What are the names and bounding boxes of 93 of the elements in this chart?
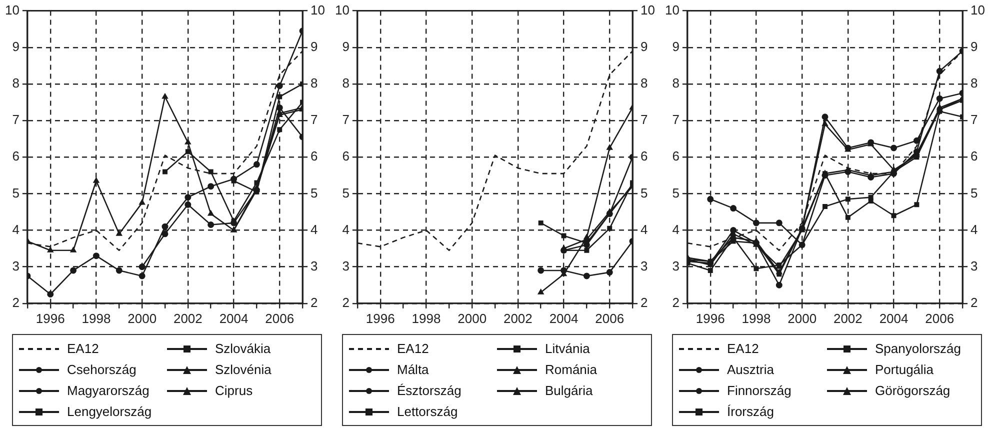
legend-label: Szlovénia <box>215 362 272 377</box>
y-tick-label: 9 <box>672 38 680 54</box>
legend-label: Szlovákia <box>215 341 271 356</box>
x-tick-label: 2000 <box>788 310 817 326</box>
y2-tick-label: 3 <box>310 258 318 274</box>
legend-label: Görögország <box>875 383 950 398</box>
y2-tick-label: 7 <box>640 112 648 128</box>
legend-label: Lengyelország <box>67 404 152 419</box>
legend-label: Románia <box>545 362 598 377</box>
y2-tick-label: 9 <box>640 38 648 54</box>
y-tick-label: 8 <box>12 76 20 91</box>
y-tick-label: 6 <box>672 148 680 164</box>
y2-tick-label: 7 <box>970 112 978 128</box>
y-tick-label: 9 <box>12 38 20 54</box>
legend-label: Spanyolország <box>875 341 961 356</box>
x-tick-label: 2000 <box>458 310 487 326</box>
legend-label: Finnország <box>727 383 792 398</box>
y2-tick-label: 2 <box>310 294 318 310</box>
y2-tick-label: 5 <box>310 185 318 200</box>
x-tick-label: 1996 <box>36 310 65 326</box>
y2-tick-label: 4 <box>310 222 318 237</box>
y2-tick-label: 6 <box>640 148 648 164</box>
x-tick-label: 1998 <box>412 310 441 326</box>
y-tick-label: 5 <box>342 185 350 200</box>
y2-tick-label: 6 <box>970 148 978 164</box>
x-tick-label: 2000 <box>128 310 157 326</box>
y2-tick-label: 10 <box>970 2 986 18</box>
y2-tick-label: 9 <box>310 38 318 54</box>
y-tick-label: 10 <box>4 2 20 18</box>
y-tick-label: 7 <box>12 112 20 128</box>
y2-tick-label: 8 <box>310 76 318 91</box>
legend-label: Írország <box>727 404 774 419</box>
x-tick-label: 1996 <box>366 310 395 326</box>
y-tick-label: 2 <box>672 294 680 310</box>
y-tick-label: 7 <box>672 112 680 128</box>
y-tick-label: 4 <box>12 222 20 237</box>
y-tick-label: 9 <box>342 38 350 54</box>
legend-label: Litvánia <box>545 341 590 356</box>
y-tick-label: 7 <box>342 112 350 128</box>
y2-tick-label: 10 <box>640 2 656 18</box>
x-tick-label: 1998 <box>742 310 771 326</box>
y2-tick-label: 4 <box>970 222 978 237</box>
legend-label: Észtország <box>397 383 462 398</box>
y2-tick-label: 10 <box>310 2 326 18</box>
y2-tick-label: 3 <box>640 258 648 274</box>
legend-label: Bulgária <box>545 383 593 398</box>
x-tick-label: 2006 <box>925 310 954 326</box>
y-tick-label: 10 <box>334 2 350 18</box>
y2-tick-label: 7 <box>310 112 318 128</box>
y-tick-label: 4 <box>342 222 350 237</box>
x-tick-label: 1998 <box>82 310 111 326</box>
y-tick-label: 3 <box>12 258 20 274</box>
y2-tick-label: 9 <box>970 38 978 54</box>
legend-label: Ciprus <box>215 383 253 398</box>
legend-label: Lettország <box>397 404 458 419</box>
y2-tick-label: 5 <box>640 185 648 200</box>
y-tick-label: 6 <box>12 148 20 164</box>
legend-label: Csehország <box>67 362 136 377</box>
y2-tick-label: 8 <box>640 76 648 91</box>
x-tick-label: 2002 <box>503 310 532 326</box>
x-tick-label: 2004 <box>549 310 578 326</box>
x-tick-label: 2004 <box>219 310 248 326</box>
legend-label: Portugália <box>875 362 934 377</box>
y-tick-label: 3 <box>672 258 680 274</box>
x-tick-label: 1996 <box>696 310 725 326</box>
y2-tick-label: 6 <box>310 148 318 164</box>
y2-tick-label: 3 <box>970 258 978 274</box>
legend-label: EA12 <box>67 341 99 356</box>
legend-label: Magyarország <box>67 383 150 398</box>
y-tick-label: 8 <box>672 76 680 91</box>
legend-label: Ausztria <box>727 362 774 377</box>
y-tick-label: 5 <box>672 185 680 200</box>
legend-label: EA12 <box>397 341 429 356</box>
y-tick-label: 2 <box>342 294 350 310</box>
x-tick-label: 2004 <box>879 310 908 326</box>
legend-label: EA12 <box>727 341 759 356</box>
y2-tick-label: 2 <box>970 294 978 310</box>
x-tick-label: 2006 <box>265 310 294 326</box>
y-tick-label: 10 <box>664 2 680 18</box>
y2-tick-label: 2 <box>640 294 648 310</box>
y-tick-label: 4 <box>672 222 680 237</box>
x-tick-label: 2002 <box>173 310 202 326</box>
y-tick-label: 6 <box>342 148 350 164</box>
y-tick-label: 5 <box>12 185 20 200</box>
y2-tick-label: 8 <box>970 76 978 91</box>
y2-tick-label: 5 <box>970 185 978 200</box>
legend-label: Málta <box>397 362 429 377</box>
x-tick-label: 2006 <box>595 310 624 326</box>
x-tick-label: 2002 <box>833 310 862 326</box>
y-tick-label: 2 <box>12 294 20 310</box>
y2-tick-label: 4 <box>640 222 648 237</box>
y-tick-label: 3 <box>342 258 350 274</box>
y-tick-label: 8 <box>342 76 350 91</box>
